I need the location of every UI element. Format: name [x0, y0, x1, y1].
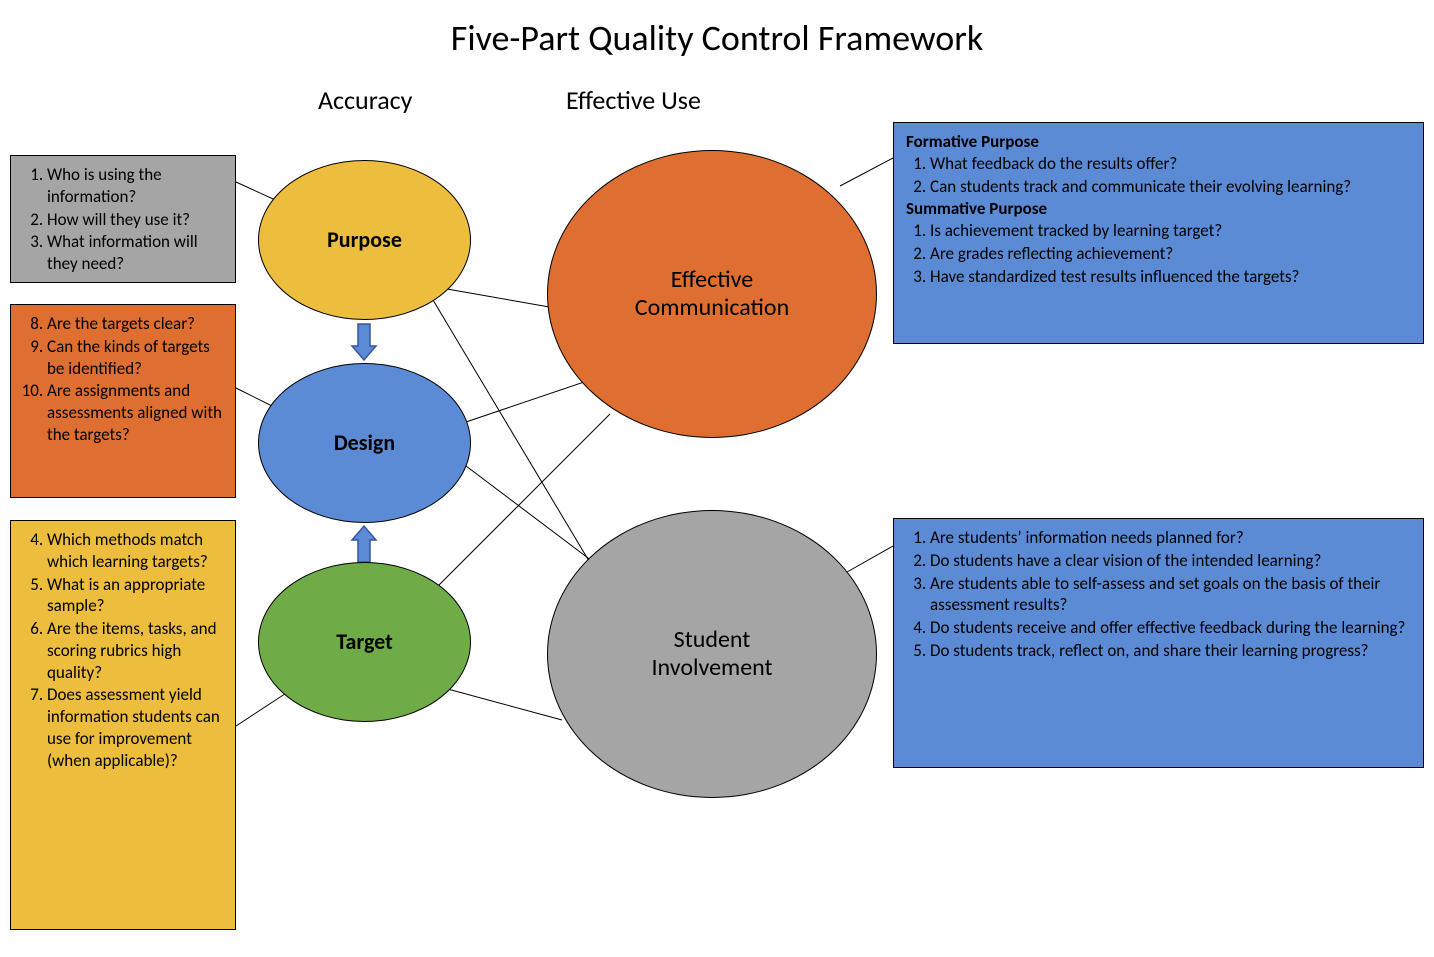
- list-item: Who is using the information?: [47, 164, 223, 208]
- ellipse-student-involvement-label: StudentInvolvement: [651, 626, 772, 681]
- list-item: Can students track and communicate their…: [930, 176, 1411, 198]
- ellipse-purpose-label: Purpose: [327, 227, 402, 252]
- ellipse-design: Design: [258, 363, 471, 523]
- list-item: Are grades reflecting achievement?: [930, 243, 1411, 265]
- ellipse-student-involvement: StudentInvolvement: [547, 510, 877, 798]
- list-item: How will they use it?: [47, 209, 223, 231]
- heading-effective-use: Effective Use: [566, 84, 701, 116]
- list-item: Can the kinds of targets be identified?: [47, 336, 223, 380]
- ellipse-effective-communication: EffectiveCommunication: [547, 150, 877, 438]
- list-item: Are assignments and assessments aligned …: [47, 380, 223, 445]
- connector-line: [444, 688, 562, 720]
- ellipse-effective-communication-label: EffectiveCommunication: [635, 266, 789, 321]
- list-item: What feedback do the results offer?: [930, 153, 1411, 175]
- page-title: Five-Part Quality Control Framework: [0, 16, 1434, 60]
- connector-line: [840, 158, 893, 186]
- diagram-canvas: Five-Part Quality Control Framework Accu…: [0, 0, 1434, 957]
- list-item: What is an appropriate sample?: [47, 574, 223, 618]
- list-item: Do students receive and offer effective …: [930, 617, 1411, 639]
- list-item: Do students track, reflect on, and share…: [930, 640, 1411, 662]
- box-subheading: Summative Purpose: [906, 198, 1411, 220]
- ellipse-target-label: Target: [336, 629, 392, 654]
- box-design-questions: Are the targets clear?Can the kinds of t…: [10, 304, 236, 498]
- box-student-questions: Are students’ information needs planned …: [893, 518, 1424, 768]
- list-item: Does assessment yield information studen…: [47, 684, 223, 771]
- list-item: Have standardized test results influence…: [930, 266, 1411, 288]
- ellipse-design-label: Design: [334, 430, 395, 455]
- list-item: Do students have a clear vision of the i…: [930, 550, 1411, 572]
- box-target-questions: Which methods match which learning targe…: [10, 520, 236, 930]
- list-item: Are students’ information needs planned …: [930, 527, 1411, 549]
- list-item: Which methods match which learning targe…: [47, 529, 223, 573]
- list-item: Are the targets clear?: [47, 313, 223, 335]
- list-item: Is achievement tracked by learning targe…: [930, 220, 1411, 242]
- list-item: Are students able to self-assess and set…: [930, 573, 1411, 617]
- box-subheading: Formative Purpose: [906, 131, 1411, 153]
- box-communication-questions: Formative PurposeWhat feedback do the re…: [893, 122, 1424, 344]
- box-purpose-questions: Who is using the information?How will th…: [10, 155, 236, 283]
- list-item: What information will they need?: [47, 231, 223, 275]
- connector-line: [430, 286, 555, 308]
- arrow-target-to-design: [352, 526, 376, 562]
- connector-line: [466, 466, 596, 564]
- arrow-purpose-to-design: [352, 324, 376, 360]
- ellipse-purpose: Purpose: [258, 160, 471, 320]
- ellipse-target: Target: [258, 562, 471, 722]
- heading-accuracy: Accuracy: [318, 84, 412, 116]
- list-item: Are the items, tasks, and scoring rubric…: [47, 618, 223, 683]
